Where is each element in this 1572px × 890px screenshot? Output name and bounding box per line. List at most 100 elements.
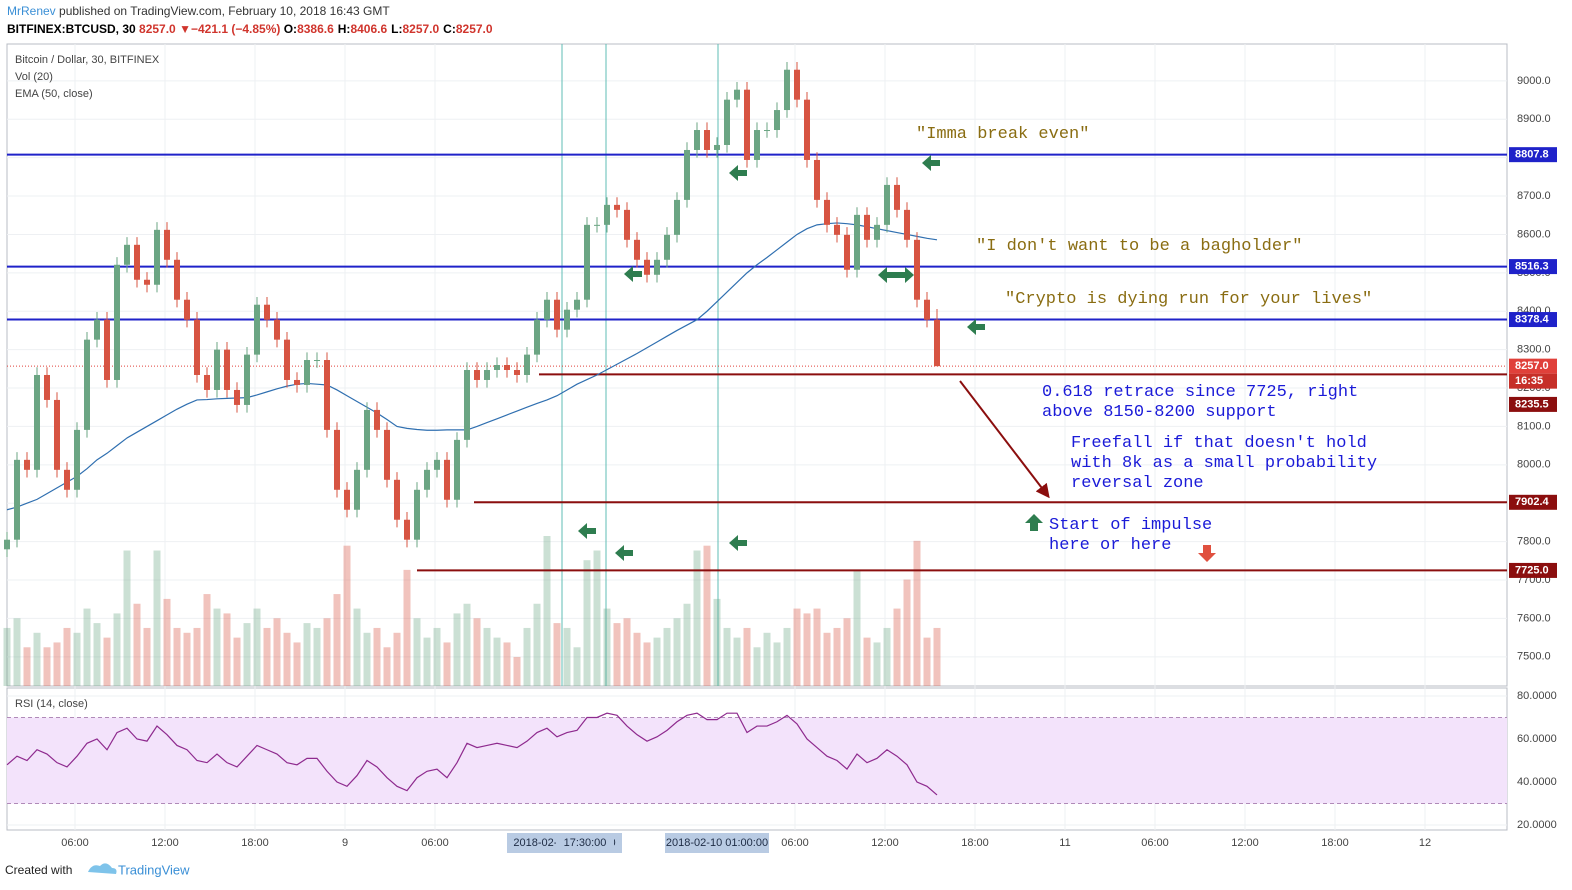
volume-bar — [153, 550, 161, 686]
volume-bar — [933, 627, 941, 686]
volume-bar — [913, 540, 921, 686]
line: above 8150-8200 support — [1042, 403, 1277, 422]
candle-body — [294, 379, 300, 385]
line: Start of impulse — [1049, 516, 1213, 535]
candle-body — [914, 239, 920, 300]
published: published on TradingView.com, February 1… — [59, 4, 390, 18]
volume-bar — [533, 603, 541, 686]
logo — [88, 863, 117, 874]
volume-bar — [473, 618, 481, 686]
symbol-line: BITFINEX:BTCUSD, 30 8257.0 ▼−421.1 (−4.8… — [7, 22, 497, 36]
volume-bar — [523, 627, 531, 686]
volume-bar — [43, 647, 51, 686]
volume-bar — [403, 569, 411, 686]
change-arrow: ▼ — [179, 22, 191, 36]
volume-bar — [923, 637, 931, 686]
candle-body — [544, 299, 550, 320]
candle-body — [594, 224, 600, 226]
crosshair-label: 17:30:00 — [564, 837, 607, 849]
arrow — [896, 267, 914, 283]
annotation: Freefall if that doesn't hold with 8k as … — [1071, 434, 1377, 494]
candle-body — [614, 204, 620, 210]
candle-body — [284, 339, 290, 380]
candle-body — [774, 110, 780, 131]
candle-body — [804, 99, 810, 160]
y-tick-label: 8900.0 — [1517, 113, 1551, 125]
candle-body — [584, 224, 590, 300]
volume-bar — [443, 642, 451, 686]
volume-bar — [873, 642, 881, 686]
y-tick-label: 8100.0 — [1517, 420, 1551, 432]
volume-bar — [383, 647, 391, 686]
candle-body — [534, 319, 540, 355]
level-label-bg — [1509, 259, 1557, 275]
candle-body — [844, 234, 850, 270]
crosshair-label-bg — [556, 833, 614, 853]
candle-body — [94, 319, 100, 340]
level-label: 7725.0 — [1515, 564, 1549, 576]
volume-bar — [583, 560, 591, 686]
candle-body — [214, 349, 220, 390]
candle-body — [784, 69, 790, 111]
volume-bar — [863, 637, 871, 686]
candle-body — [344, 489, 350, 510]
volume-bar — [143, 627, 151, 686]
level-label: 8378.4 — [1515, 313, 1550, 325]
footer-brand[interactable]: TradingView — [118, 862, 190, 877]
volume-bar — [483, 627, 491, 686]
volume-bar — [223, 613, 231, 686]
candle-body — [144, 279, 150, 285]
current-time-label-bg — [1509, 373, 1557, 389]
volume-bar — [833, 627, 841, 686]
x-tick-label: 06:00 — [61, 837, 89, 849]
volume-bar — [673, 618, 681, 686]
level-label: 8516.3 — [1515, 260, 1549, 272]
candle-body — [814, 159, 820, 200]
volume-bar — [343, 545, 351, 686]
volume-bar — [193, 627, 201, 686]
volume-bar — [333, 594, 341, 686]
volume-bar — [303, 623, 311, 686]
volume-bar — [493, 637, 501, 686]
candle-body — [364, 409, 370, 470]
publish-line: MrRenev published on TradingView.com, Fe… — [7, 4, 390, 18]
volume-bar — [543, 536, 551, 686]
candle-body — [164, 229, 170, 260]
rsi-legend: RSI (14, close) — [15, 698, 88, 710]
volume-bar — [843, 618, 851, 686]
volume-bar — [183, 632, 191, 686]
volume-bar — [393, 632, 401, 686]
volume-bar — [283, 632, 291, 686]
y-tick-label: 7800.0 — [1517, 536, 1551, 548]
volume-bar — [593, 550, 601, 686]
volume-bar — [253, 608, 261, 686]
level-label-bg — [1509, 312, 1557, 328]
candle-body — [934, 319, 940, 367]
volume-bar — [233, 637, 241, 686]
volume-bar — [563, 627, 571, 686]
arrow — [578, 523, 596, 539]
volume-bar — [813, 608, 821, 686]
candle-body — [454, 439, 460, 500]
volume-bar — [733, 637, 741, 686]
candle-body — [764, 130, 770, 132]
candle-body — [224, 349, 230, 390]
arrow — [729, 165, 747, 181]
down-arrow — [1198, 545, 1216, 562]
candle-body — [194, 319, 200, 375]
candle-body — [564, 309, 570, 330]
arrow — [729, 535, 747, 551]
candle-body — [674, 199, 680, 235]
candle-body — [694, 130, 700, 150]
volume-bar — [453, 613, 461, 686]
level-label-bg — [1509, 396, 1557, 412]
ohlc-label: O: — [283, 22, 298, 36]
volume-bar — [113, 613, 121, 686]
author[interactable]: MrRenev — [7, 4, 56, 18]
candle-body — [64, 469, 70, 490]
volume-bar — [683, 603, 691, 686]
volume-bar — [93, 623, 101, 686]
candle-body — [24, 459, 30, 470]
current-price-label: 8257.0 — [1515, 360, 1549, 372]
volume-bar — [363, 632, 371, 686]
